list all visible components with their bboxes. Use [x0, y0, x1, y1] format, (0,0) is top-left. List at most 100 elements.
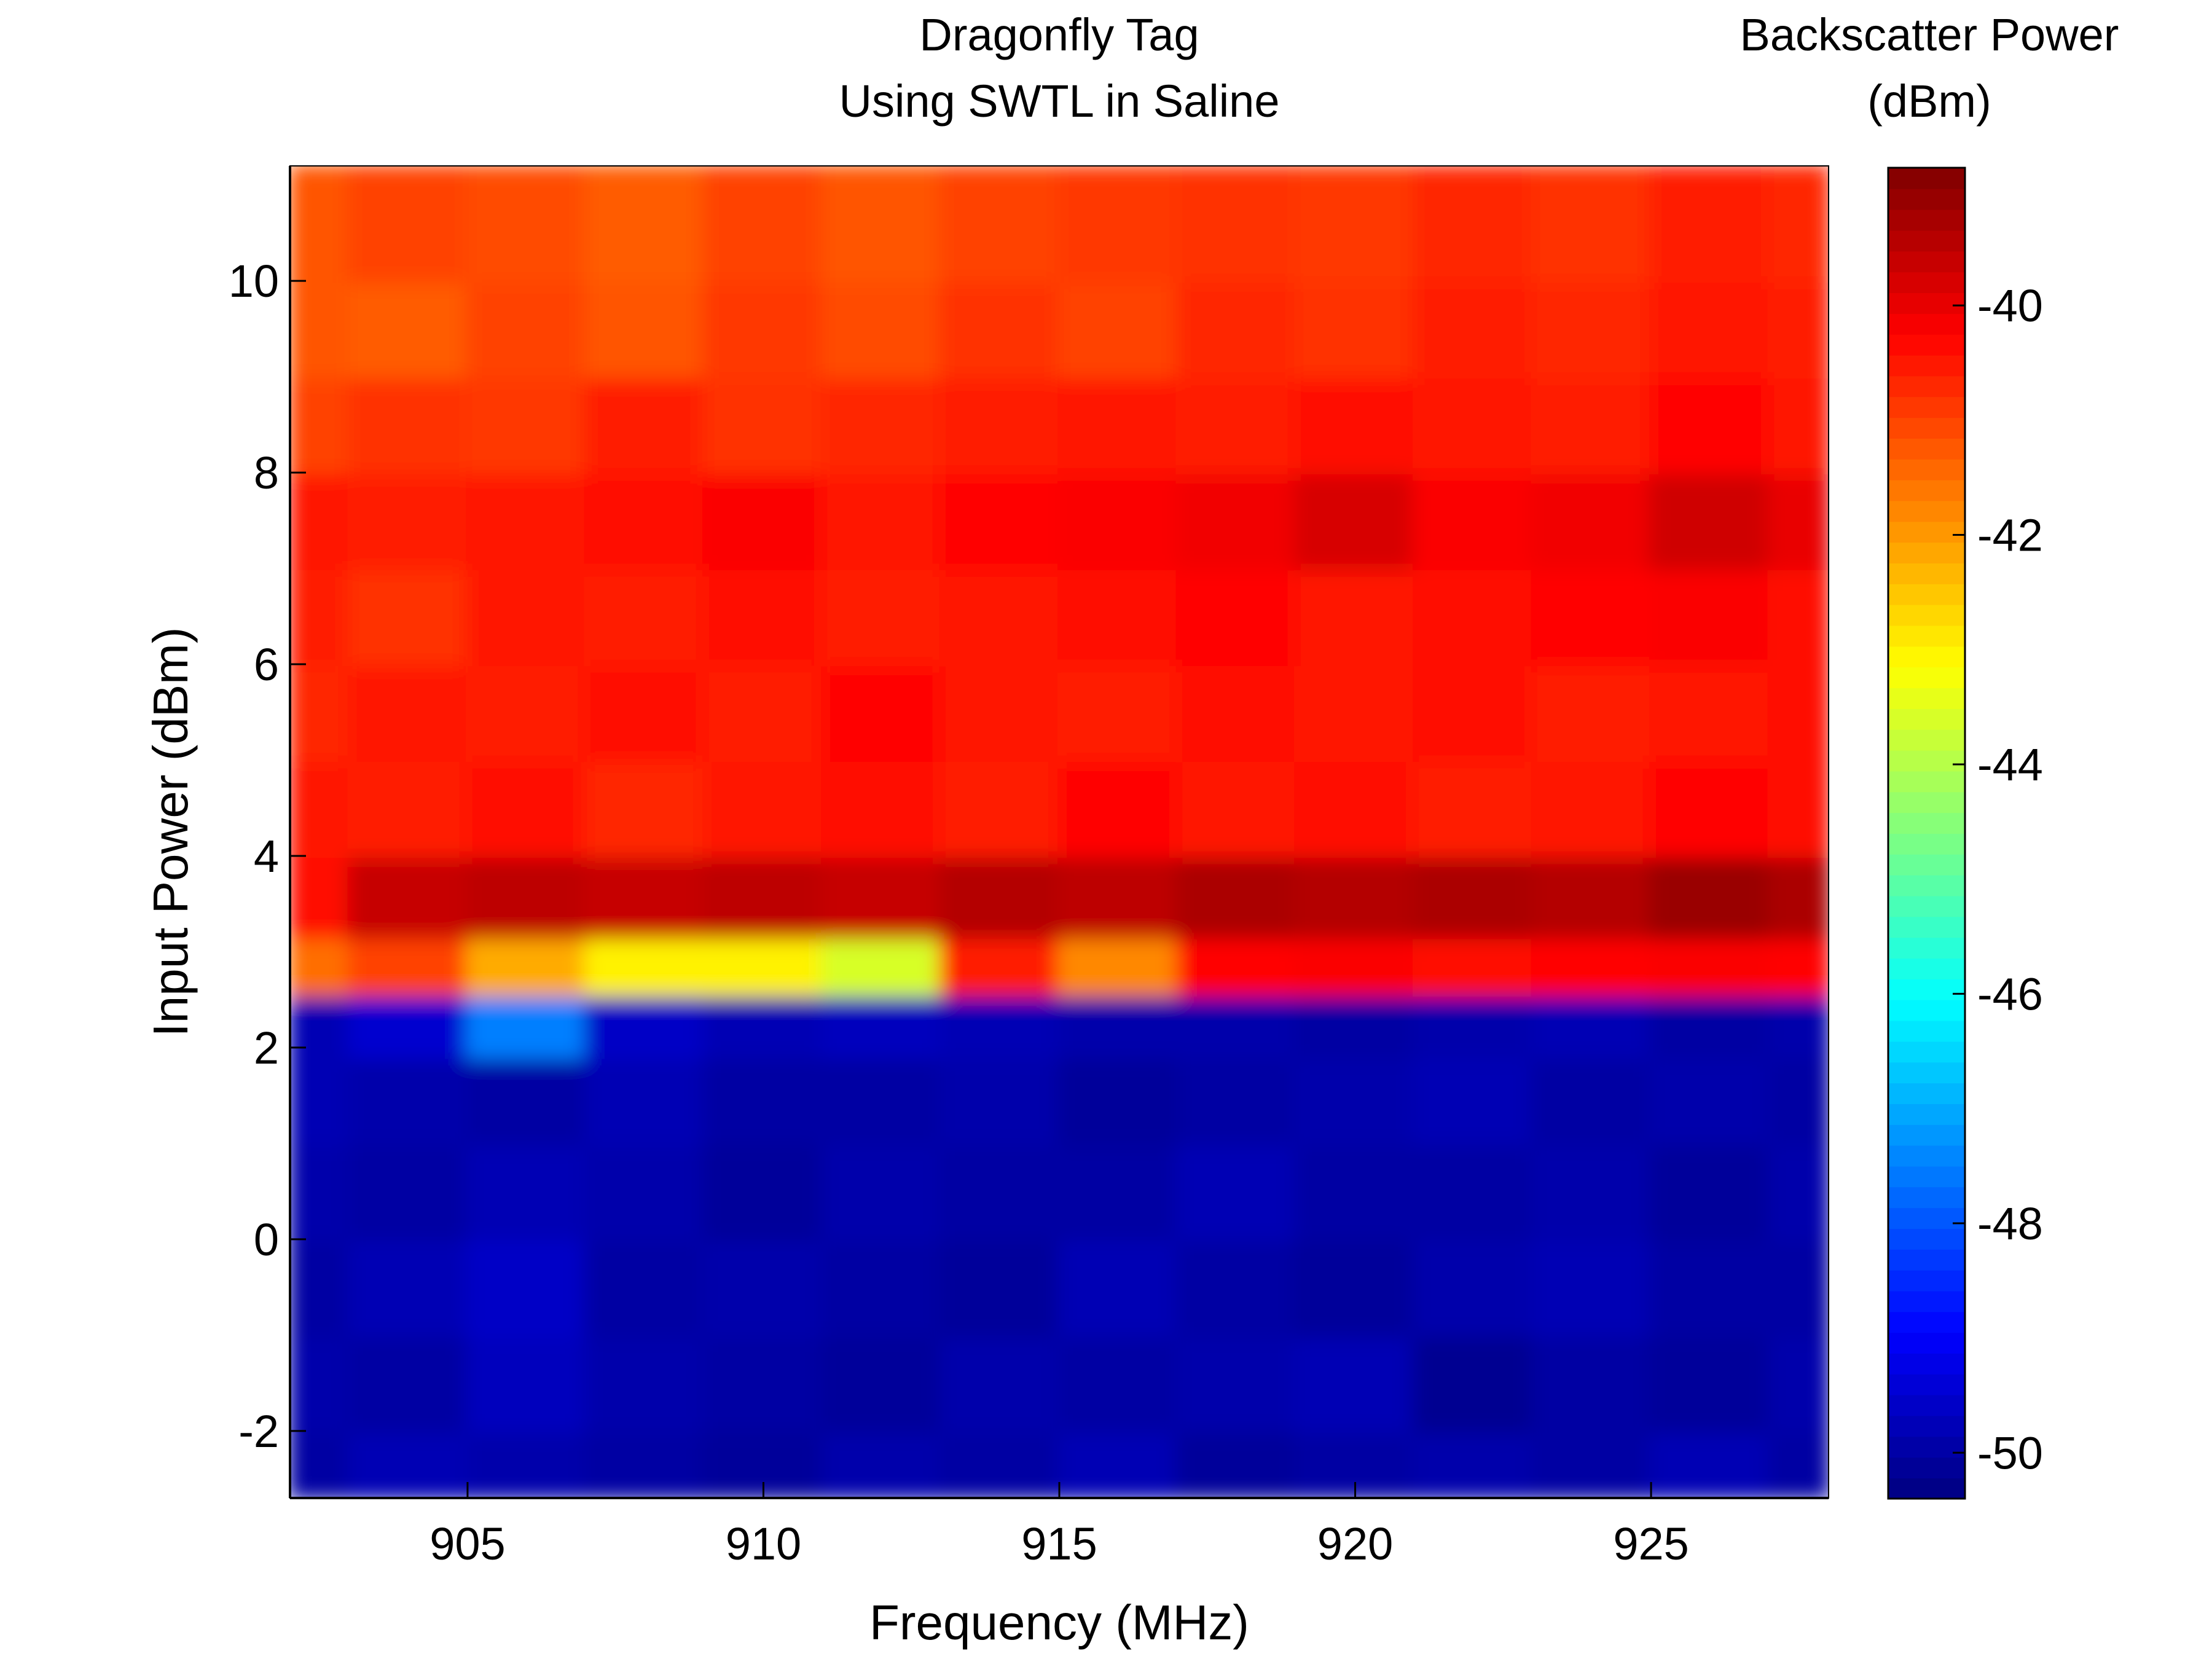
heatmap-cell: [1294, 375, 1416, 475]
heatmap-cell: [939, 567, 1061, 667]
heatmap-cell: [820, 854, 943, 939]
heatmap-cell: [584, 993, 707, 1059]
heatmap-cell: [1057, 1141, 1180, 1241]
heatmap-cell: [347, 854, 469, 939]
heatmap-cell: [1057, 935, 1180, 997]
heatmap-cell: [1057, 166, 1180, 283]
x-axis-label: Frequency (MHz): [869, 1595, 1249, 1650]
heatmap-cell: [820, 758, 943, 858]
colorbar-step: [1888, 1436, 1965, 1458]
chart-title: Dragonfly Tag Using SWTL in Saline: [839, 9, 1280, 127]
heatmap-cell: [1175, 1333, 1298, 1433]
heatmap-cell: [702, 935, 825, 997]
heatmap-cell: [584, 662, 707, 763]
heatmap-cell: [347, 279, 469, 379]
y-tick-label: 6: [254, 639, 279, 690]
heatmap-cell: [1294, 662, 1416, 763]
plot-area: [290, 166, 1829, 1498]
heatmap-cell: [939, 935, 1061, 997]
heatmap-cell: [1649, 279, 1771, 379]
heatmap-cell: [1531, 567, 1653, 667]
colorbar-step: [1888, 230, 1965, 252]
heatmap-cell: [347, 166, 469, 283]
heatmap-cell: [1175, 166, 1298, 283]
heatmap-cell: [1175, 1237, 1298, 1337]
heatmap-cell: [584, 375, 707, 475]
colorbar-step: [1888, 479, 1965, 501]
heatmap-cells: [290, 166, 1829, 1498]
colorbar-step: [1888, 1332, 1965, 1354]
colorbar-step: [1888, 355, 1965, 377]
colorbar-step: [1888, 791, 1965, 814]
heatmap-cell: [347, 993, 469, 1059]
heatmap-cell: [290, 854, 351, 939]
colorbar-step: [1888, 313, 1965, 335]
colorbar-tick-label: -46: [1977, 968, 2043, 1019]
heatmap-cell: [820, 1333, 943, 1433]
heatmap-cell: [1412, 1141, 1535, 1241]
colorbar-step: [1888, 188, 1965, 210]
heatmap-cell: [1294, 279, 1416, 379]
heatmap-cell: [1767, 166, 1829, 283]
heatmap-cell: [1767, 758, 1829, 858]
colorbar-step: [1888, 458, 1965, 480]
colorbar-ticks: -50 -48 -46 -44 -42 -40: [1953, 280, 2043, 1478]
heatmap-cell: [820, 375, 943, 475]
heatmap-cell: [1294, 1237, 1416, 1337]
heatmap-cell: [1412, 471, 1535, 571]
heatmap-cell: [584, 1237, 707, 1337]
heatmap-cell: [1767, 375, 1829, 475]
heatmap-cell: [939, 1237, 1061, 1337]
heatmap-cell: [1294, 758, 1416, 858]
colorbar-title: Backscatter Power (dBm): [1740, 9, 2119, 127]
heatmap-cell: [1057, 758, 1180, 858]
heatmap-cell: [1294, 854, 1416, 939]
colorbar-step: [1888, 750, 1965, 772]
heatmap-cell: [347, 1237, 469, 1337]
colorbar-title-line-1: Backscatter Power: [1740, 9, 2119, 60]
heatmap-cell: [1767, 935, 1829, 997]
heatmap-cell: [1175, 993, 1298, 1059]
heatmap-cell: [465, 1055, 588, 1145]
heatmap-cell: [1649, 758, 1771, 858]
colorbar-step: [1888, 168, 1965, 189]
colorbar-step: [1888, 396, 1965, 418]
colorbar-step: [1888, 209, 1965, 231]
colorbar-step: [1888, 1228, 1965, 1250]
heatmap-cell: [1294, 567, 1416, 667]
colorbar-step: [1888, 812, 1965, 834]
heatmap-cell: [1057, 375, 1180, 475]
y-axis-label: Input Power (dBm): [143, 627, 198, 1037]
heatmap-cell: [584, 758, 707, 858]
heatmap-cell: [702, 279, 825, 379]
colorbar-tick-label: -44: [1977, 739, 2043, 790]
heatmap-cell: [939, 1333, 1061, 1433]
heatmap-cell: [465, 1429, 588, 1498]
heatmap-cell: [1649, 471, 1771, 571]
heatmap-cell: [290, 993, 351, 1059]
colorbar-step: [1888, 292, 1965, 314]
heatmap-cell: [702, 1055, 825, 1145]
heatmap-cell: [820, 993, 943, 1059]
x-tick-label: 905: [429, 1518, 505, 1569]
colorbar-step: [1888, 853, 1965, 876]
heatmap-cell: [1412, 993, 1535, 1059]
colorbar-step: [1888, 1394, 1965, 1416]
heatmap-cell: [1531, 1237, 1653, 1337]
chart-title-line-2: Using SWTL in Saline: [839, 76, 1280, 127]
heatmap-cell: [1175, 935, 1298, 997]
heatmap-cell: [1412, 567, 1535, 667]
colorbar-step: [1888, 1041, 1965, 1063]
heatmap-cell: [584, 1055, 707, 1145]
heatmap-cell: [290, 935, 351, 997]
heatmap-cell: [290, 166, 351, 283]
heatmap-cell: [939, 854, 1061, 939]
heatmap-cell: [939, 1055, 1061, 1145]
colorbar-step: [1888, 521, 1965, 543]
heatmap-cell: [1057, 279, 1180, 379]
heatmap-cell: [1531, 935, 1653, 997]
heatmap-cell: [1057, 1429, 1180, 1498]
colorbar-step: [1888, 771, 1965, 793]
heatmap-cell: [820, 166, 943, 283]
colorbar-step: [1888, 1207, 1965, 1229]
